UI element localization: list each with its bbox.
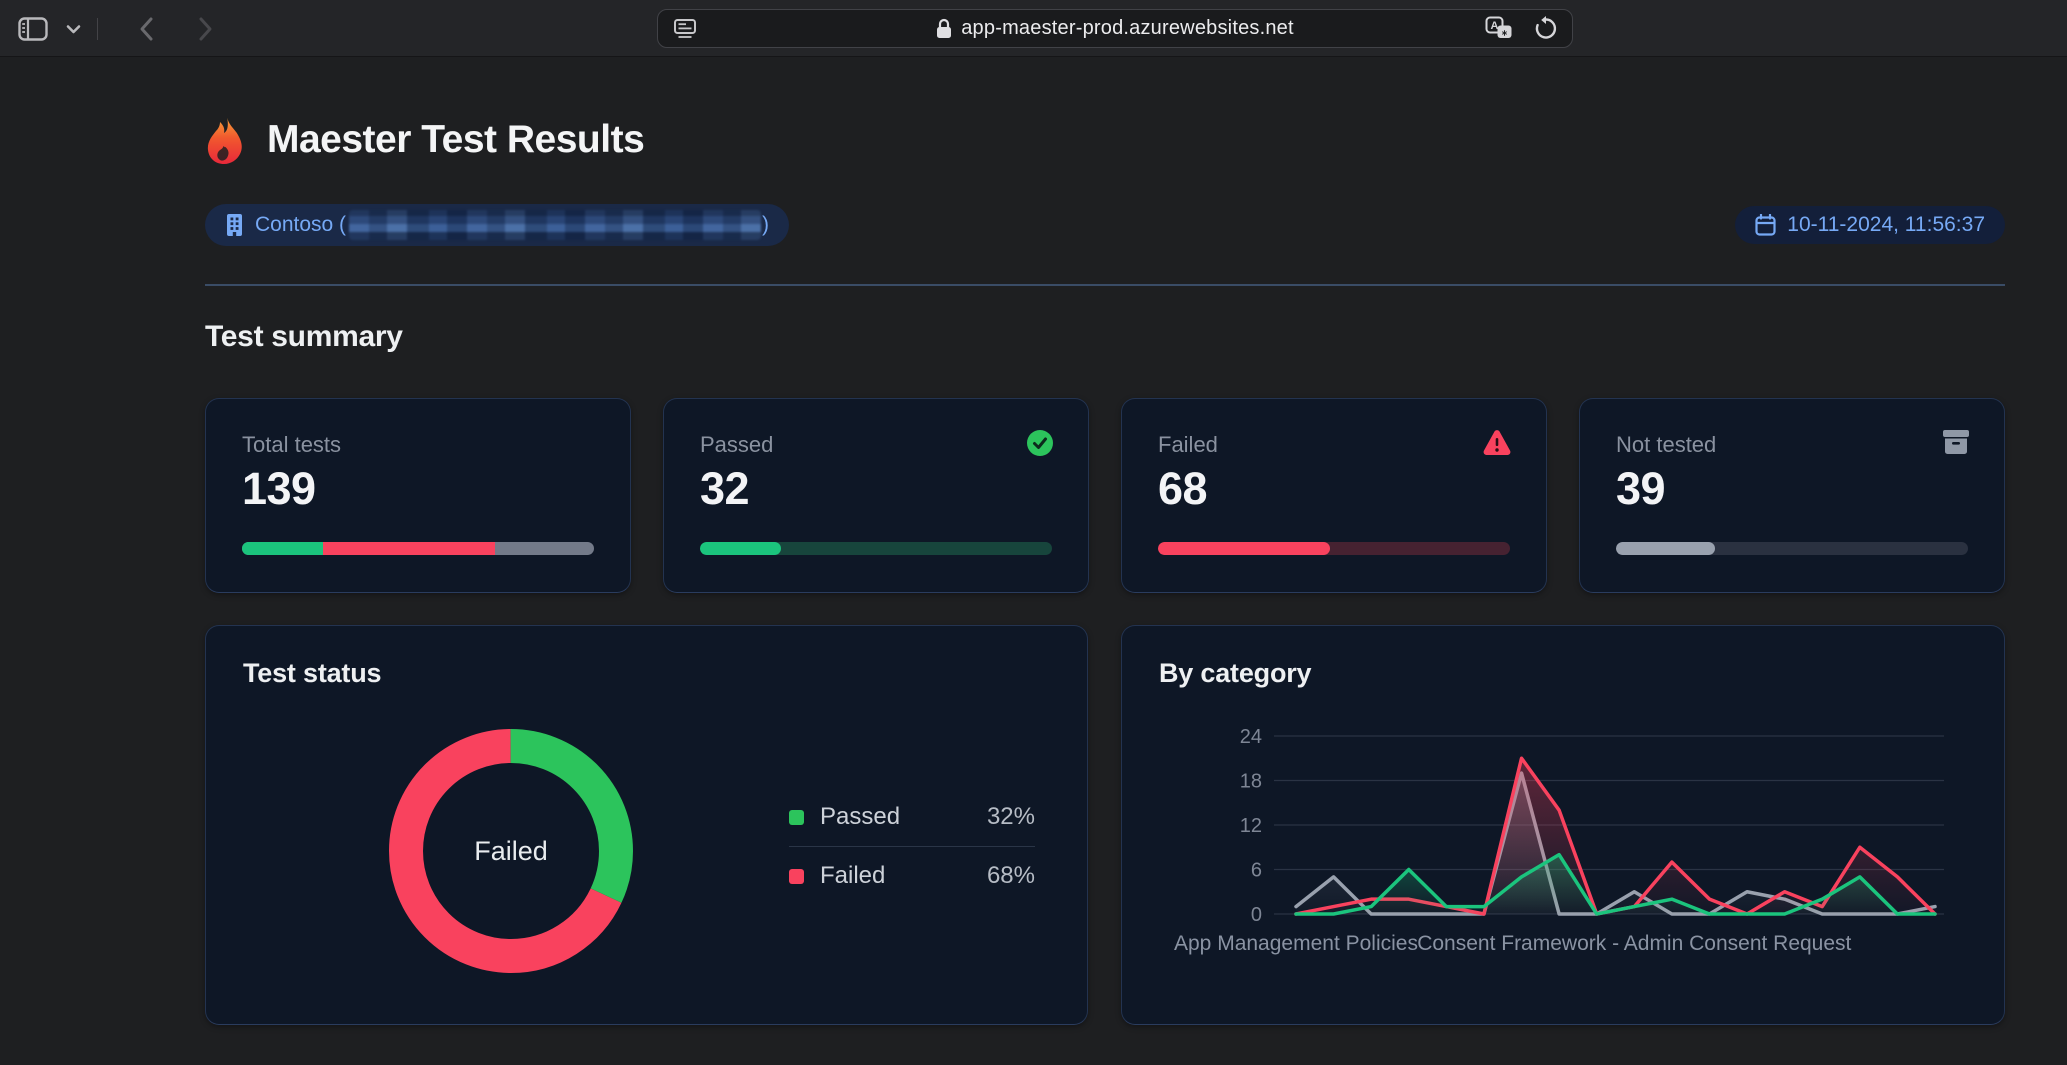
calendar-icon [1755, 214, 1776, 236]
stat-label: Not tested [1616, 432, 1717, 457]
passed-bar [700, 542, 1052, 555]
header-divider [205, 284, 2005, 286]
svg-text:Consent Framework - Admin Cons: Consent Framework - Admin Consent Reques… [1417, 932, 1851, 955]
svg-text:App Management Policies: App Management Policies [1174, 932, 1418, 955]
svg-text:A: A [1491, 20, 1499, 32]
legend-row-passed: Passed 32% [789, 794, 1035, 840]
run-timestamp: 10-11-2024, 11:56:37 [1787, 213, 1985, 236]
failed-bar [1158, 542, 1510, 555]
by-category-title: By category [1159, 658, 1312, 688]
stat-label: Total tests [242, 432, 342, 457]
total-tests-card: Total tests 139 [205, 398, 631, 593]
test-summary-heading: Test summary [205, 320, 403, 353]
test-status-title: Test status [243, 658, 382, 688]
legend-percent: 32% [986, 803, 1035, 830]
archive-box-icon [1942, 429, 1970, 460]
tenant-name: Contoso ( [255, 213, 347, 236]
category-line-chart: 0 6 12 18 24 App Management Policies Consent F… [1174, 726, 1944, 955]
stat-label: Passed [700, 432, 774, 457]
stat-label: Failed [1158, 432, 1218, 457]
legend-row-failed: Failed 68% [789, 853, 1035, 899]
passed-swatch-icon [789, 809, 804, 825]
forward-icon[interactable] [196, 14, 216, 44]
stat-value: 68 [1158, 463, 1208, 514]
toolbar-separator [97, 17, 98, 40]
svg-text:12: 12 [1240, 815, 1262, 837]
warning-triangle-icon [1482, 429, 1512, 462]
donut-chart: Failed [386, 726, 636, 976]
legend-percent: 68% [986, 862, 1035, 889]
not-tested-card: Not tested 39 [1579, 398, 2005, 593]
translate-icon[interactable]: A ⁎ [1483, 14, 1517, 43]
page-content: Maester Test Results Contoso ( [0, 58, 2067, 1065]
tenant-badge: Contoso ( ) [205, 204, 790, 246]
by-category-panel: By category 0 6 12 18 24 App Management Polic… [1121, 625, 2005, 1025]
building-icon [227, 214, 242, 236]
reload-icon[interactable] [1532, 14, 1560, 44]
back-icon[interactable] [136, 14, 156, 44]
test-status-panel: Test status Failed Pass [205, 625, 1088, 1025]
page-menu-icon[interactable] [671, 10, 699, 47]
passed-card: Passed 32 [663, 398, 1089, 593]
tenant-close-paren: ) [762, 213, 770, 236]
svg-text:24: 24 [1240, 726, 1262, 748]
donut-center-label: Failed [474, 835, 548, 866]
svg-text:18: 18 [1240, 771, 1262, 793]
svg-text:⁎: ⁎ [1502, 27, 1507, 38]
total-tests-bar [242, 542, 594, 555]
sidebar-chevron-down-icon[interactable] [64, 22, 83, 36]
url-display[interactable]: app-maester-prod.azurewebsites.net [658, 17, 1572, 40]
tenant-id-redacted [349, 210, 762, 240]
sidebar-toggle-icon[interactable] [16, 15, 50, 43]
svg-text:0: 0 [1251, 904, 1262, 926]
flame-logo-icon [207, 116, 242, 164]
failed-swatch-icon [789, 868, 804, 884]
url-text: app-maester-prod.azurewebsites.net [961, 17, 1294, 39]
failed-card: Failed 68 [1121, 398, 1547, 593]
summary-cards: Total tests 139 Passed 32 Failed 68 [205, 398, 2005, 593]
stat-value: 32 [700, 463, 750, 514]
not-tested-bar [1616, 542, 1968, 555]
page-header: Maester Test Results [205, 58, 2005, 164]
svg-text:6: 6 [1251, 860, 1262, 882]
toolbar-left-controls [16, 0, 216, 57]
legend-label: Failed [820, 862, 886, 889]
meta-row: Contoso ( ) 10-11-2024, 11:56:37 [205, 204, 2005, 246]
stat-value: 39 [1616, 463, 1666, 514]
browser-toolbar: app-maester-prod.azurewebsites.net A ⁎ [0, 0, 2067, 57]
check-circle-icon [1026, 429, 1054, 462]
chart-panels: Test status Failed Pass [205, 625, 2005, 1025]
stat-value: 139 [242, 463, 316, 514]
page-title: Maester Test Results [267, 118, 645, 161]
donut-legend: Passed 32% Failed 68% [789, 794, 1035, 899]
legend-divider [789, 846, 1035, 847]
legend-label: Passed [820, 803, 901, 830]
address-bar[interactable]: app-maester-prod.azurewebsites.net A ⁎ [657, 9, 1573, 48]
timestamp-badge: 10-11-2024, 11:56:37 [1735, 206, 2005, 244]
lock-icon [937, 18, 952, 38]
